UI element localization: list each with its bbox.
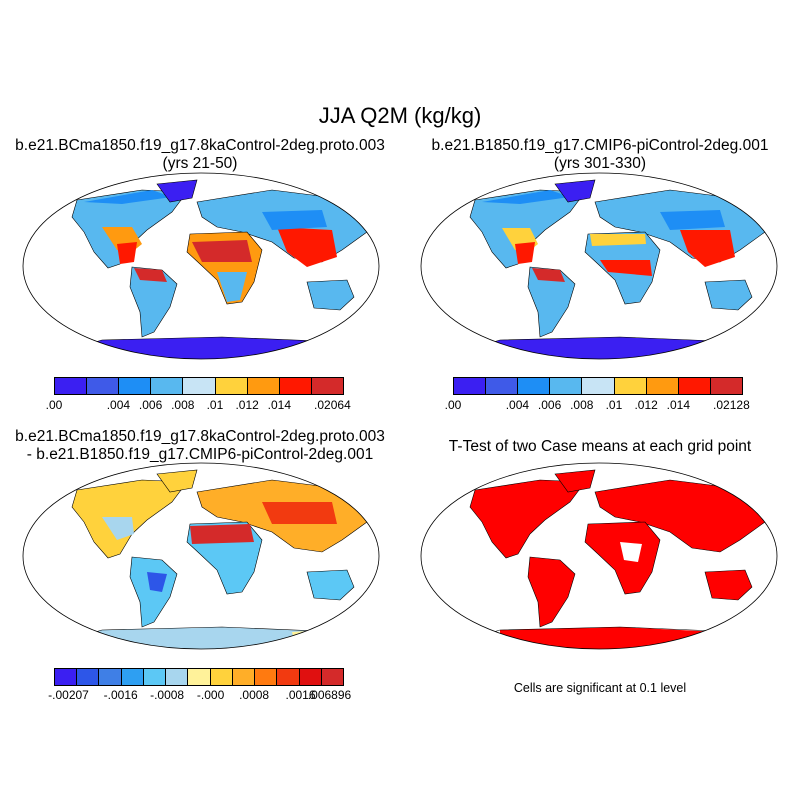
colorbar-swatch [55, 378, 88, 394]
colorbar-swatch [311, 378, 343, 394]
tick-label: .02064 [314, 398, 351, 412]
tick-label: .012 [634, 398, 658, 412]
panel-title-line2: - b.e21.B1850.f19_g17.CMIP6-piControl-2d… [26, 446, 374, 463]
colorbar-swatch [646, 378, 679, 394]
panel-title-top-left: b.e21.BCma1850.f19_g17.8kaControl-2deg.p… [0, 137, 400, 173]
colorbar-swatch [166, 669, 189, 685]
colorbar-swatch [299, 669, 322, 685]
tick-label: -.000 [196, 688, 225, 702]
colorbar-swatch [582, 378, 615, 394]
panel-title-line2: (yrs 301-330) [553, 155, 647, 172]
colorbar-swatch [99, 669, 122, 685]
panel-title-bottom-right: T-Test of two Case means at each grid po… [448, 438, 752, 455]
tick-label: .0008 [239, 688, 270, 702]
tick-label: .006896 [307, 688, 352, 702]
colorbar-swatch [277, 669, 300, 685]
tick-label: -.00207 [48, 688, 89, 702]
tick-label: .00 [444, 398, 462, 412]
map-case1 [22, 172, 380, 360]
tick-label: .0016 [285, 688, 316, 702]
tick-label: .004 [505, 398, 530, 412]
colorbar-swatch [55, 669, 78, 685]
colorbar-swatch [255, 669, 278, 685]
tick-label: .00 [45, 398, 63, 412]
tick-label: -.0008 [150, 688, 185, 702]
tick-label: .004 [106, 398, 131, 412]
colorbar-swatch [232, 669, 256, 685]
tick-label: .01 [605, 398, 623, 412]
colorbar-swatch [183, 378, 216, 394]
colorbar-swatch [518, 378, 551, 394]
panel-title-line1: b.e21.BCma1850.f19_g17.8kaControl-2deg.p… [15, 428, 385, 445]
tick-label: -.0016 [103, 688, 138, 702]
tick-label: .008 [171, 398, 195, 412]
colorbar-case1-labels: .00 .004 .006 .008 .01 .012 .014 .02064 [46, 398, 351, 414]
tick-label: .01 [206, 398, 224, 412]
colorbar-swatch [614, 378, 647, 394]
tick-label: .008 [570, 398, 594, 412]
colorbar-swatch [151, 378, 184, 394]
panel-title-bottom-left: b.e21.BCma1850.f19_g17.8kaControl-2deg.p… [0, 428, 400, 464]
significance-note: Cells are significant at 0.1 level [513, 681, 687, 695]
colorbar-swatch [188, 669, 211, 685]
colorbar-swatch [710, 378, 742, 394]
panel-title-line1: b.e21.B1850.f19_g17.CMIP6-piControl-2deg… [431, 137, 769, 154]
panel-title-top-right: b.e21.B1850.f19_g17.CMIP6-piControl-2deg… [400, 137, 800, 173]
colorbar-swatch [321, 669, 344, 685]
map-case2 [420, 172, 778, 360]
tick-label: .006 [138, 398, 163, 412]
tick-label: .006 [537, 398, 562, 412]
tick-label: .02128 [713, 398, 750, 412]
colorbar-swatch [119, 378, 152, 394]
colorbar-case1 [54, 377, 344, 395]
panel-title-line2: (yrs 21-50) [162, 155, 238, 172]
tick-label: .012 [235, 398, 259, 412]
colorbar-case2 [453, 377, 743, 395]
colorbar-swatch [87, 378, 120, 394]
colorbar-swatch [678, 378, 711, 394]
figure-title: JJA Q2M (kg/kg) [318, 103, 482, 128]
panel-title-line1: b.e21.BCma1850.f19_g17.8kaControl-2deg.p… [15, 137, 385, 154]
colorbar-swatch [121, 669, 144, 685]
colorbar-swatch [550, 378, 583, 394]
colorbar-difference-labels: -.00207 -.0016 -.0008 -.000 .0008 .0016 … [48, 688, 351, 704]
colorbar-swatch [454, 378, 487, 394]
colorbar-swatch [486, 378, 519, 394]
colorbar-swatch [77, 669, 100, 685]
map-difference [22, 462, 380, 650]
colorbar-difference [54, 668, 344, 686]
map-ttest-significance [420, 462, 778, 650]
colorbar-swatch [210, 669, 233, 685]
tick-label: .014 [666, 398, 691, 412]
colorbar-swatch [247, 378, 280, 394]
colorbar-swatch [279, 378, 312, 394]
colorbar-swatch [215, 378, 248, 394]
tick-label: .014 [267, 398, 292, 412]
colorbar-case2-labels: .00 .004 .006 .008 .01 .012 .014 .02128 [445, 398, 750, 414]
colorbar-swatch [143, 669, 167, 685]
